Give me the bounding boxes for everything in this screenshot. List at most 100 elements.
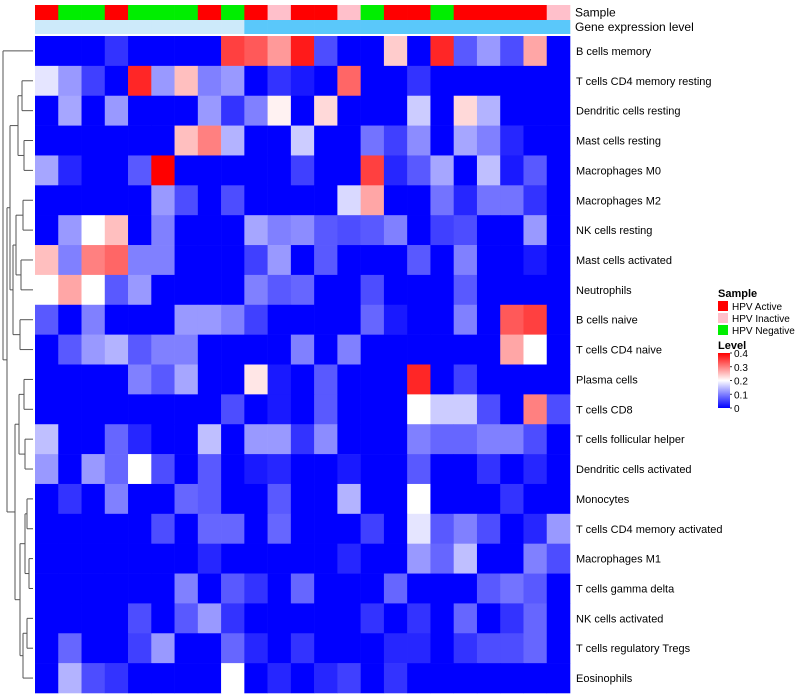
sample-annotation-cell	[523, 5, 548, 20]
legend-swatch	[718, 313, 728, 323]
heatmap-cell	[314, 65, 338, 97]
heatmap-cell	[546, 663, 571, 694]
heatmap-cell	[360, 185, 385, 216]
heatmap-cell	[453, 454, 478, 485]
heatmap-cell	[476, 364, 501, 395]
heatmap-cell	[221, 364, 245, 395]
heatmap-cell	[35, 633, 59, 664]
heatmap-cell	[244, 65, 268, 97]
heatmap-cell	[104, 155, 129, 186]
heatmap-cell	[407, 125, 431, 156]
heatmap-cell	[523, 36, 548, 67]
heatmap-cell	[453, 155, 478, 186]
heatmap-cell	[546, 424, 571, 455]
heatmap-cell	[128, 633, 152, 664]
heatmap-cell	[58, 543, 82, 574]
gene-expression-annotation-cell	[221, 20, 245, 34]
sample-annotation-cell	[453, 5, 478, 20]
sample-annotation-cell	[174, 5, 199, 20]
heatmap-cell	[244, 483, 268, 515]
gene-expression-annotation-cell	[81, 20, 106, 34]
heatmap-cell	[500, 155, 524, 186]
heatmap-cell	[546, 513, 571, 544]
heatmap-cell	[523, 633, 548, 664]
heatmap-cell	[290, 454, 315, 485]
gene-expression-annotation-cell	[128, 20, 152, 34]
heatmap-cell	[360, 454, 385, 485]
heatmap-cell	[290, 95, 315, 126]
row-label: T cells CD4 naive	[576, 345, 662, 357]
row-label: NK cells activated	[576, 613, 663, 625]
heatmap-cell	[314, 603, 338, 634]
heatmap-cell	[337, 245, 361, 276]
row-label: Plasma cells	[576, 374, 638, 386]
heatmap-cell	[476, 573, 501, 604]
gene-expression-annotation-cell	[174, 20, 199, 34]
heatmap-cell	[476, 424, 501, 455]
heatmap-cell	[523, 185, 548, 216]
heatmap-cell	[58, 95, 82, 126]
heatmap-cell	[58, 65, 82, 97]
heatmap-cell	[407, 424, 431, 455]
heatmap-cell	[104, 603, 129, 634]
heatmap-cell	[128, 185, 152, 216]
heatmap-cell	[476, 215, 501, 246]
heatmap-cell	[35, 334, 59, 365]
heatmap-cell	[81, 155, 106, 186]
heatmap-cell	[360, 36, 385, 67]
heatmap-cell	[500, 65, 524, 97]
heatmap-cell	[337, 304, 361, 335]
row-label: Macrophages M2	[576, 195, 661, 207]
heatmap-cell	[104, 185, 129, 216]
heatmap-cell	[81, 394, 106, 425]
heatmap-cell	[244, 245, 268, 276]
heatmap-cell	[128, 364, 152, 395]
heatmap-cell	[267, 274, 292, 306]
heatmap-cell	[430, 483, 454, 515]
heatmap-cell	[290, 36, 315, 67]
heatmap-cell	[267, 364, 292, 395]
heatmap-cell	[430, 633, 454, 664]
heatmap-cell	[500, 424, 524, 455]
gene-expression-annotation-cell	[35, 20, 59, 34]
heatmap-cell	[360, 483, 385, 515]
heatmap-cell	[267, 125, 292, 156]
gene-expression-annotation-cell	[267, 20, 292, 34]
heatmap-cell	[383, 394, 408, 425]
heatmap-cell	[197, 394, 222, 425]
heatmap-cell	[58, 483, 82, 515]
heatmap-cell	[104, 36, 129, 67]
heatmap-cell	[360, 513, 385, 544]
heatmap-cell	[290, 573, 315, 604]
heatmap-cell	[476, 483, 501, 515]
heatmap-cell	[476, 65, 501, 97]
heatmap-cell	[267, 573, 292, 604]
heatmap-cell	[267, 543, 292, 574]
heatmap-cell	[523, 663, 548, 694]
heatmap-cell	[267, 304, 292, 335]
heatmap-cell	[35, 185, 59, 216]
heatmap-cell	[197, 633, 222, 664]
heatmap-cell	[35, 155, 59, 186]
gene-expression-annotation-cell	[244, 20, 268, 34]
heatmap-cell	[383, 245, 408, 276]
heatmap-cell	[128, 245, 152, 276]
heatmap-cell	[430, 155, 454, 186]
heatmap-cell	[267, 334, 292, 365]
heatmap-cell	[221, 543, 245, 574]
heatmap-cell	[221, 334, 245, 365]
legend-tick-label: 0	[734, 404, 740, 415]
heatmap-cell	[476, 394, 501, 425]
legend-tick-label: 0.4	[734, 349, 748, 360]
heatmap-cell	[174, 633, 199, 664]
heatmap-cell	[453, 215, 478, 246]
heatmap-cell	[476, 513, 501, 544]
row-label: Eosinophils	[576, 673, 633, 685]
heatmap-cell	[104, 633, 129, 664]
heatmap-cell	[35, 215, 59, 246]
heatmap-cell	[244, 274, 268, 306]
heatmap-cell	[244, 364, 268, 395]
heatmap-cell	[407, 334, 431, 365]
heatmap-cell	[523, 454, 548, 485]
heatmap-cell	[151, 573, 175, 604]
